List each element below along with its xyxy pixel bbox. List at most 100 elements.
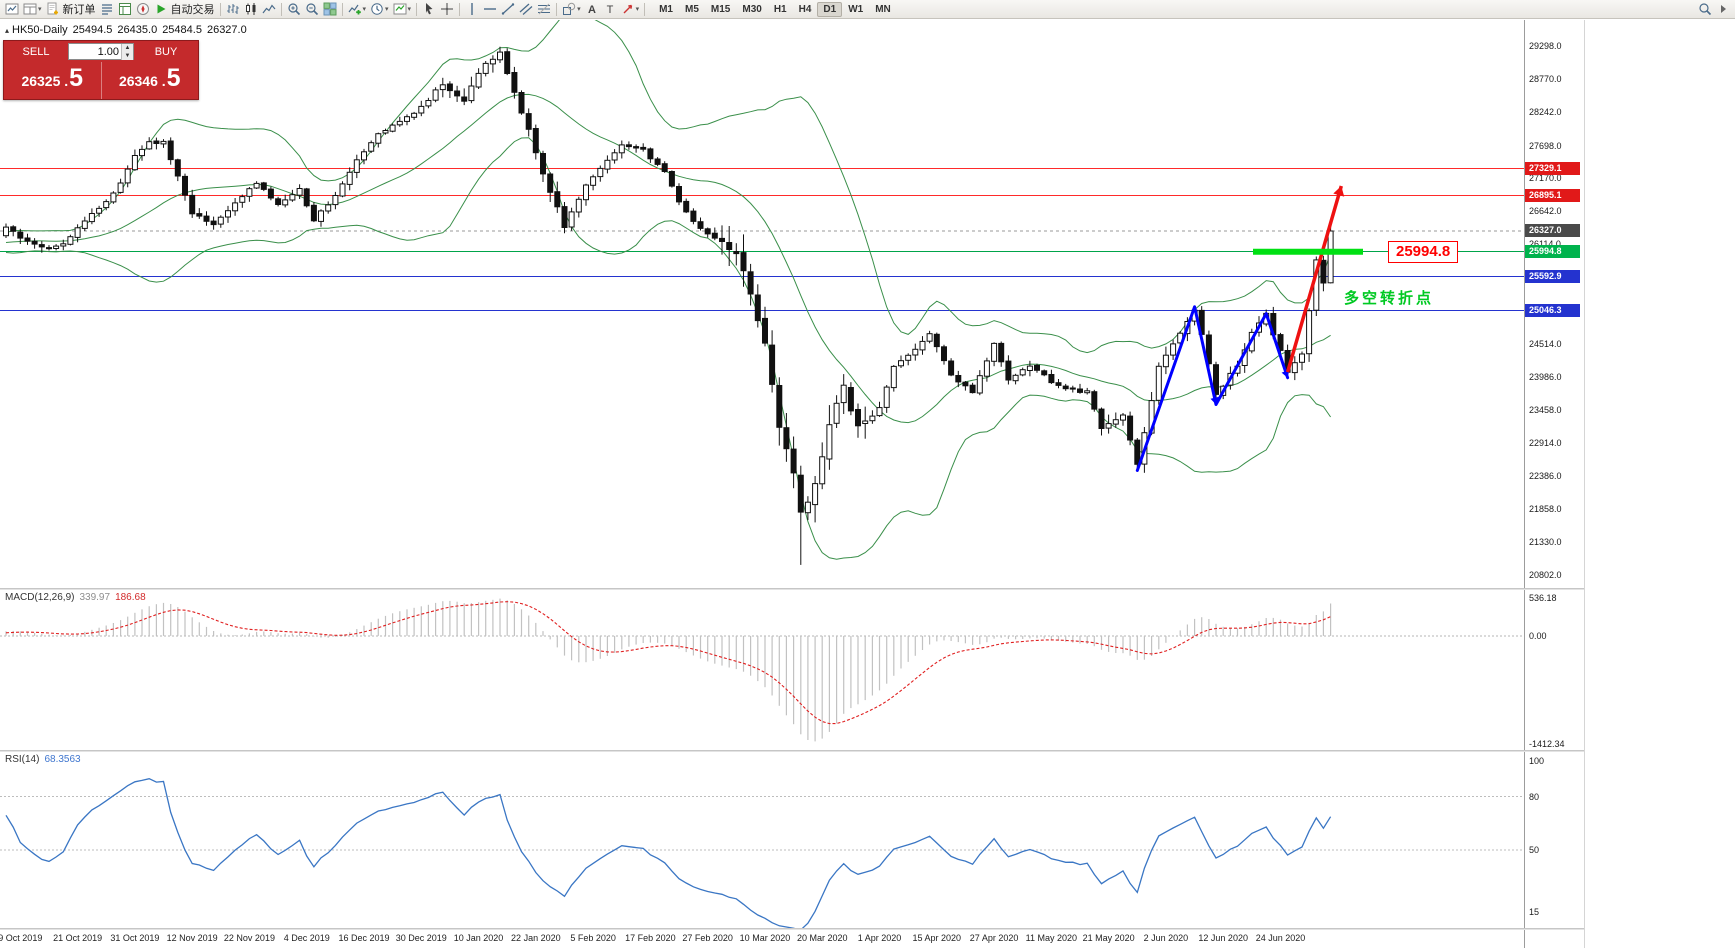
macd-label: MACD(12,26,9) 339.97 186.68 [5,592,146,603]
zoom-in-button[interactable] [285,1,303,18]
dropdown-caret-icon[interactable]: ▾ [385,6,389,13]
macd-indicator-pane[interactable] [0,590,1524,750]
price-axis-label: 24514.0 [1529,338,1562,349]
date-label: 27 Apr 2020 [969,933,1019,943]
chart-title: ▴ HK50-Daily 25494.5 26435.0 25484.5 26327.0 [5,24,247,36]
price-axis-label: 27698.0 [1529,140,1562,151]
indicators-button[interactable]: ▾ [346,1,369,18]
arrows-button[interactable]: ▾ [619,1,642,18]
crosshair-button[interactable] [438,1,456,18]
date-label: 12 Nov 2019 [166,933,218,943]
date-label: 15 Apr 2020 [912,933,962,943]
timeframe-w1[interactable]: W1 [848,3,864,15]
svg-text:A: A [588,4,596,16]
toolbar-separator [556,2,558,16]
text-button[interactable]: A [583,1,601,18]
pane-separator[interactable] [0,928,1584,930]
timeframe-m5[interactable]: M5 [685,3,699,15]
pivot-price-label: 25994.8 [1388,241,1459,264]
trendline-button[interactable] [499,1,517,18]
zoom-out-button[interactable] [303,1,321,18]
equidistant-channel-button[interactable] [517,1,535,18]
toolbar-right-group [1696,1,1732,18]
caret-right-icon [1716,2,1730,16]
tile-windows-button[interactable] [321,1,339,18]
new-chart-button[interactable] [3,1,21,18]
periods-button[interactable]: ▾ [368,1,391,18]
dropdown-caret-icon[interactable]: ▾ [362,6,367,13]
navigator-button[interactable] [134,1,152,18]
sell-price-button[interactable]: 26325 .5 [21,64,84,92]
navigator-icon [136,2,150,16]
bar-open: 25494.5 [72,24,113,36]
buy-price-button[interactable]: 26346 .5 [100,62,199,99]
date-label: 21 Oct 2019 [53,933,103,943]
price-mark-25994.8: 25994.8 [1525,245,1580,259]
line-chart-mode-button[interactable] [260,1,278,18]
template-icon [393,2,407,16]
new-order-button[interactable]: 新订单 [44,1,98,18]
pane-separator[interactable] [0,588,1584,590]
volume-value[interactable]: 1.00 [97,45,119,58]
price-axis-label: 20802.0 [1529,570,1562,580]
data-window-button[interactable] [116,1,134,18]
horizontal-line-button[interactable] [481,1,499,18]
price-axis-label: 21858.0 [1529,504,1562,515]
panel-toggle-button[interactable] [1714,1,1732,18]
price-chart[interactable] [0,20,1524,588]
clock-icon [370,2,384,16]
tile-icon [323,2,337,16]
shapes-button[interactable]: ▾ [560,1,583,18]
algo-trading-button[interactable]: 自动交易 [152,1,217,18]
line-chart-icon [262,2,276,16]
dropdown-caret-icon[interactable]: ▾ [38,6,42,13]
volume-input[interactable]: 1.00 ▲ ▼ [68,43,134,60]
date-label: 31 Oct 2019 [110,933,160,943]
search-button[interactable] [1696,1,1714,18]
date-label: 22 Nov 2019 [223,933,275,943]
timeframe-m15[interactable]: M15 [710,3,731,15]
timeframe-mn[interactable]: MN [875,3,891,15]
date-label: 20 Mar 2020 [796,933,848,943]
price-scale[interactable]: 29298.0 28770.0 28242.0 27698.0 27170.0 26642… [1524,20,1584,948]
doc-plus-icon [46,2,60,16]
macd-axis-label: 0.00 [1529,630,1547,641]
algo-trading-label: 自动交易 [170,4,215,16]
date-label: 5 Feb 2020 [570,933,616,943]
timeframe-m1[interactable]: M1 [659,3,673,15]
price-axis-label: 27170.0 [1529,173,1562,184]
price-mark-26327.0: 26327.0 [1525,224,1580,238]
timeframe-h1[interactable]: H1 [773,3,787,15]
label-button[interactable]: T [601,1,619,18]
rsi-indicator-pane[interactable] [0,752,1524,928]
toolbar-separator [219,2,221,16]
volume-spinner[interactable]: ▲ ▼ [121,43,133,60]
cursor-button[interactable] [420,1,438,18]
dropdown-caret-icon[interactable]: ▾ [577,6,581,13]
fibonacci-button[interactable] [535,1,553,18]
dropdown-caret-icon[interactable]: ▾ [407,6,412,13]
vertical-line-button[interactable] [463,1,481,18]
timeframe-h4[interactable]: H4 [798,3,812,15]
date-label: 30 Dec 2019 [395,933,447,943]
timeframe-m30[interactable]: M30 [742,3,762,15]
one-click-toggle-icon[interactable]: ▴ [5,26,10,35]
templates-button[interactable]: ▾ [391,1,414,18]
candle-mode-button[interactable] [242,1,260,18]
profiles-button[interactable]: ▾ [21,1,44,18]
bar-chart-mode-button[interactable] [224,1,242,18]
price-axis-label: 23986.0 [1529,371,1562,382]
rsi-label: RSI(14) 68.3563 [5,754,81,765]
price-axis-label: 21330.0 [1529,537,1562,548]
market-watch-button[interactable] [98,1,116,18]
sell-button[interactable]: SELL [22,45,50,58]
rsi-axis-label: 80 [1529,791,1540,802]
time-scale[interactable]: 9 Oct 2019 21 Oct 2019 31 Oct 2019 12 Nov 2… [0,930,1524,948]
dropdown-caret-icon[interactable]: ▾ [635,6,640,13]
pane-separator[interactable] [0,750,1584,752]
date-label: 27 Feb 2020 [682,933,733,943]
timeframe-d1[interactable]: D1 [817,1,843,17]
buy-button[interactable]: BUY [154,45,178,58]
price-axis-label: 26114.0 [1529,239,1561,249]
date-label: 10 Jan 2020 [453,933,504,943]
